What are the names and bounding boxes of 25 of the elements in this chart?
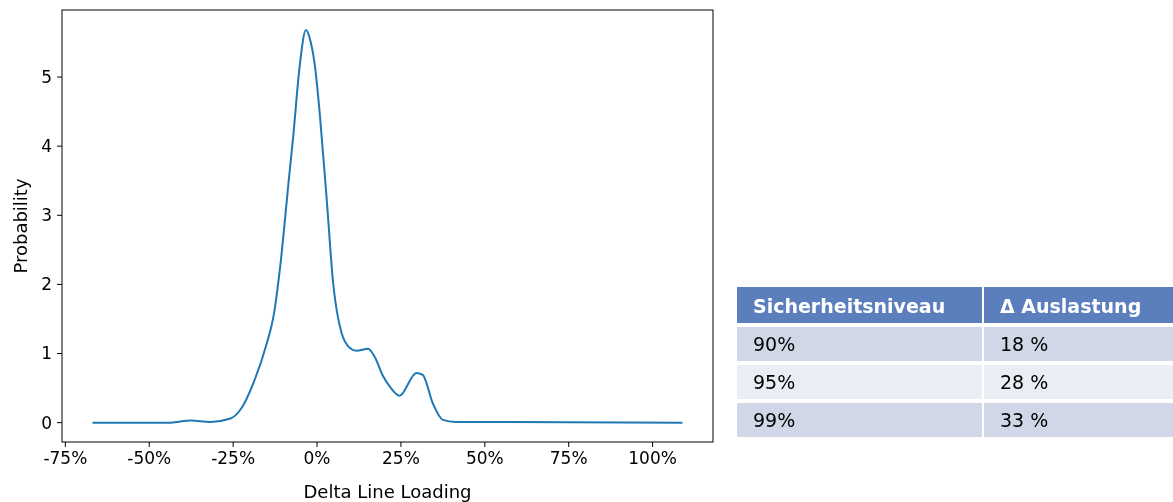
x-axis-title: Delta Line Loading xyxy=(303,481,472,502)
y-tick-label: 0 xyxy=(41,412,52,433)
x-tick-label: 50% xyxy=(465,448,504,468)
y-tick-label: 5 xyxy=(41,67,52,87)
text: 18 % xyxy=(1000,332,1049,355)
y-tick-label: 3 xyxy=(41,205,52,226)
category-label: 99% xyxy=(753,408,796,431)
category-label: 95% xyxy=(753,370,796,393)
x-tick-label: -25% xyxy=(211,448,256,468)
x-tick-label: 100% xyxy=(628,448,677,468)
x-tick-label: -50% xyxy=(127,448,172,468)
y-tick-label: 2 xyxy=(41,274,52,295)
line-series xyxy=(91,29,684,424)
x-tick-label: -75% xyxy=(43,448,88,468)
y-tick-label: 1 xyxy=(41,343,52,364)
y-tick-label: 4 xyxy=(41,136,52,157)
text: 33 % xyxy=(1000,408,1049,431)
y-axis-title: Probability xyxy=(10,178,31,274)
x-tick-label: 75% xyxy=(549,448,588,468)
text: 28 % xyxy=(1000,370,1049,393)
x-tick-label: 25% xyxy=(382,448,420,468)
category-label: 90% xyxy=(753,332,796,355)
text: Sicherheitsniveau xyxy=(753,294,946,317)
x-tick-label: 0% xyxy=(303,448,331,468)
text: Δ Auslastung xyxy=(1000,294,1142,317)
